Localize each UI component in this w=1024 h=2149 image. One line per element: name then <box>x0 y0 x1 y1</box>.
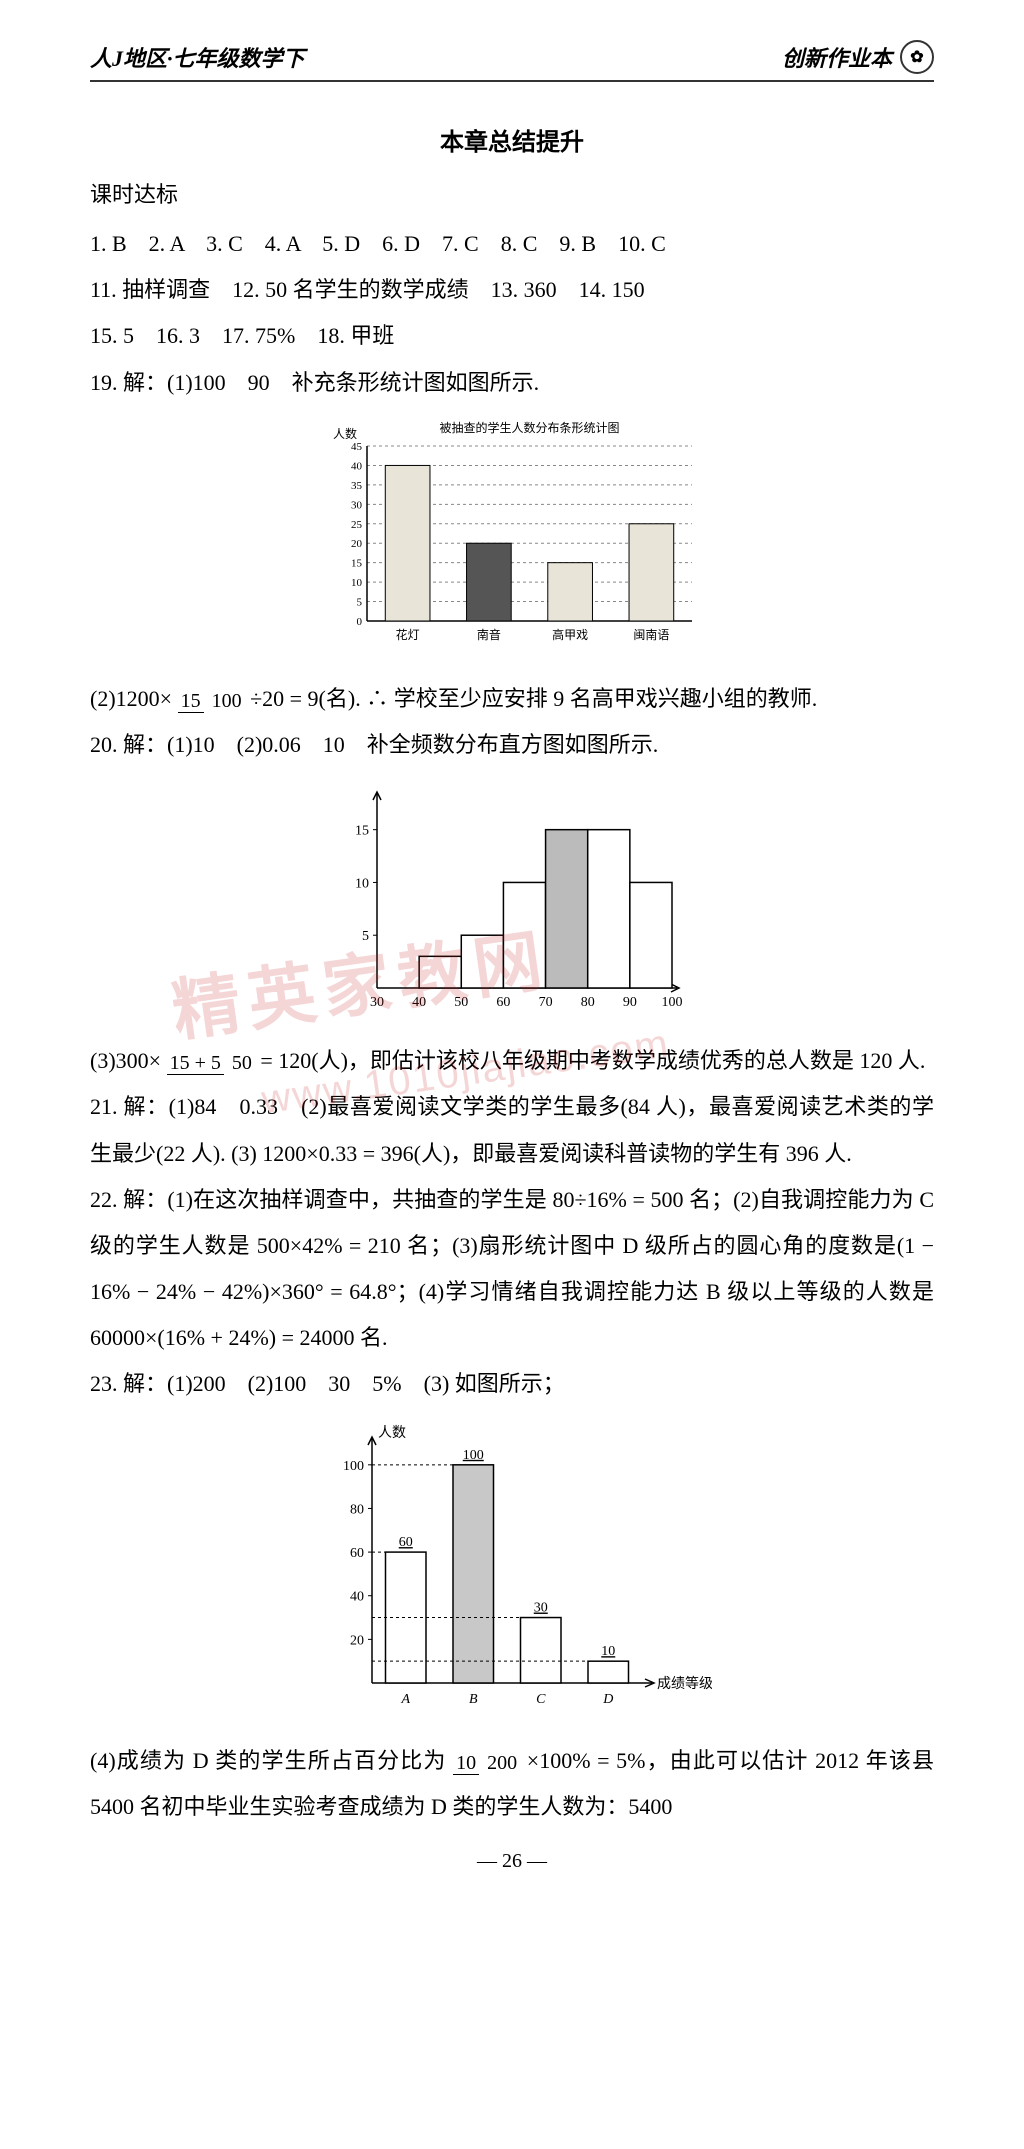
svg-text:15: 15 <box>351 557 363 569</box>
svg-text:10: 10 <box>355 877 369 892</box>
q20-frac-bot: 50 <box>229 1052 255 1074</box>
svg-text:30: 30 <box>351 499 363 511</box>
fill-answers-line-2: 15. 5 16. 3 17. 75% 18. 甲班 <box>90 313 934 359</box>
svg-text:10: 10 <box>351 577 363 589</box>
svg-text:人数: 人数 <box>378 1425 406 1441</box>
chart-1-bar: 被抽查的学生人数分布条形统计图 人数 5 10 15 20 25 30 35 40 45 0 花灯 南音 高… <box>312 416 712 656</box>
q22-text: 22. 解：(1)在这次抽样调查中，共抽查的学生是 80÷16% = 500 名… <box>90 1177 934 1362</box>
q23-part4: (4)成绩为 D 类的学生所占百分比为 10 200 ×100% = 5%，由此… <box>90 1738 934 1830</box>
svg-text:40: 40 <box>351 460 363 472</box>
publisher-logo-icon: ✿ <box>900 40 934 74</box>
q19-part2: (2)1200× 15 100 ÷20 = 9(名). ∴ 学校至少应安排 9 … <box>90 676 934 722</box>
q19-part2-prefix: (2)1200× <box>90 686 172 711</box>
q19-part2-suffix: ÷20 = 9(名). ∴ 学校至少应安排 9 名高甲戏兴趣小组的教师. <box>250 686 817 711</box>
chart-2-histogram: 5 10 15 30 40 50 60 70 80 90 100 <box>322 778 702 1018</box>
subsection-heading: 课时达标 <box>90 177 934 209</box>
chart-3-bar: 人数 20 40 60 80 100 成绩等级 60 A 100 B 30 C 10 D <box>312 1418 712 1718</box>
svg-text:5: 5 <box>357 596 363 608</box>
svg-text:70: 70 <box>539 995 553 1010</box>
q19-fraction: 15 100 <box>178 690 245 712</box>
svg-text:60: 60 <box>350 1546 364 1561</box>
svg-text:40: 40 <box>412 995 426 1010</box>
svg-text:80: 80 <box>350 1502 364 1517</box>
chart-2-container: 5 10 15 30 40 50 60 70 80 90 100 <box>90 778 934 1018</box>
q20-part3: (3)300× 15 + 5 50 = 120(人)，即估计该校八年级期中考数学… <box>90 1038 934 1084</box>
svg-text:闽南语: 闽南语 <box>633 627 669 642</box>
svg-text:10: 10 <box>601 1644 615 1659</box>
q20-line: 20. 解：(1)10 (2)0.06 10 补全频数分布直方图如图所示. <box>90 722 934 768</box>
q19-part1: 19. 解：(1)100 90 补充条形统计图如图所示. <box>90 360 934 406</box>
svg-text:A: A <box>400 1692 410 1707</box>
chart-1-container: 被抽查的学生人数分布条形统计图 人数 5 10 15 20 25 30 35 40 45 0 花灯 南音 高… <box>90 416 934 656</box>
svg-text:人数: 人数 <box>333 426 357 441</box>
fill-answers-line-1: 11. 抽样调查 12. 50 名学生的数学成绩 13. 360 14. 150 <box>90 267 934 313</box>
q20-fraction: 15 + 5 50 <box>167 1052 255 1074</box>
svg-text:40: 40 <box>350 1589 364 1604</box>
svg-text:花灯: 花灯 <box>396 627 420 642</box>
section-title: 本章总结提升 <box>90 122 934 157</box>
svg-text:C: C <box>536 1692 546 1707</box>
svg-text:被抽查的学生人数分布条形统计图: 被抽查的学生人数分布条形统计图 <box>439 420 619 435</box>
svg-text:南音: 南音 <box>477 627 501 642</box>
header-right-group: 创新作业本 ✿ <box>782 40 934 74</box>
svg-text:100: 100 <box>343 1458 364 1473</box>
svg-text:60: 60 <box>496 995 510 1010</box>
q20-frac-top: 15 + 5 <box>167 1052 224 1075</box>
svg-text:B: B <box>469 1692 478 1707</box>
svg-text:5: 5 <box>362 929 369 944</box>
chart-3-container: 人数 20 40 60 80 100 成绩等级 60 A 100 B 30 C 10 D <box>90 1418 934 1718</box>
q23-line: 23. 解：(1)200 (2)100 30 5% (3) 如图所示； <box>90 1361 934 1407</box>
svg-text:60: 60 <box>399 1535 413 1550</box>
svg-text:0: 0 <box>357 616 363 628</box>
q20-part3-suffix: = 120(人)，即估计该校八年级期中考数学成绩优秀的总人数是 120 人. <box>260 1048 925 1073</box>
q19-frac-top: 15 <box>178 690 204 713</box>
page-header: 人J地区·七年级数学下 创新作业本 ✿ <box>90 40 934 82</box>
svg-text:100: 100 <box>662 995 683 1010</box>
svg-text:20: 20 <box>351 538 363 550</box>
svg-text:50: 50 <box>454 995 468 1010</box>
svg-text:成绩等级: 成绩等级 <box>657 1675 712 1692</box>
svg-text:D: D <box>602 1692 613 1707</box>
q23-fraction: 10 200 <box>453 1752 520 1774</box>
svg-text:高甲戏: 高甲戏 <box>552 627 588 642</box>
svg-text:20: 20 <box>350 1633 364 1648</box>
svg-text:30: 30 <box>370 995 384 1010</box>
svg-text:25: 25 <box>351 519 363 531</box>
svg-text:15: 15 <box>355 824 369 839</box>
svg-text:45: 45 <box>351 441 363 453</box>
q23-part4-prefix: (4)成绩为 D 类的学生所占百分比为 <box>90 1748 447 1773</box>
svg-text:35: 35 <box>351 480 363 492</box>
page-number: — 26 — <box>90 1850 934 1873</box>
q23-frac-bot: 200 <box>484 1752 520 1774</box>
svg-text:30: 30 <box>534 1600 548 1615</box>
svg-text:100: 100 <box>463 1447 484 1462</box>
q20-part3-prefix: (3)300× <box>90 1048 161 1073</box>
q21-text: 21. 解：(1)84 0.33 (2)最喜爱阅读文学类的学生最多(84 人)，… <box>90 1084 934 1176</box>
header-left: 人J地区·七年级数学下 <box>90 41 305 73</box>
svg-text:90: 90 <box>623 995 637 1010</box>
multiple-choice-answers: 1. B 2. A 3. C 4. A 5. D 6. D 7. C 8. C … <box>90 221 934 267</box>
header-right-text: 创新作业本 <box>782 41 892 73</box>
svg-text:80: 80 <box>581 995 595 1010</box>
q23-frac-top: 10 <box>453 1752 479 1775</box>
q19-frac-bot: 100 <box>209 690 245 712</box>
